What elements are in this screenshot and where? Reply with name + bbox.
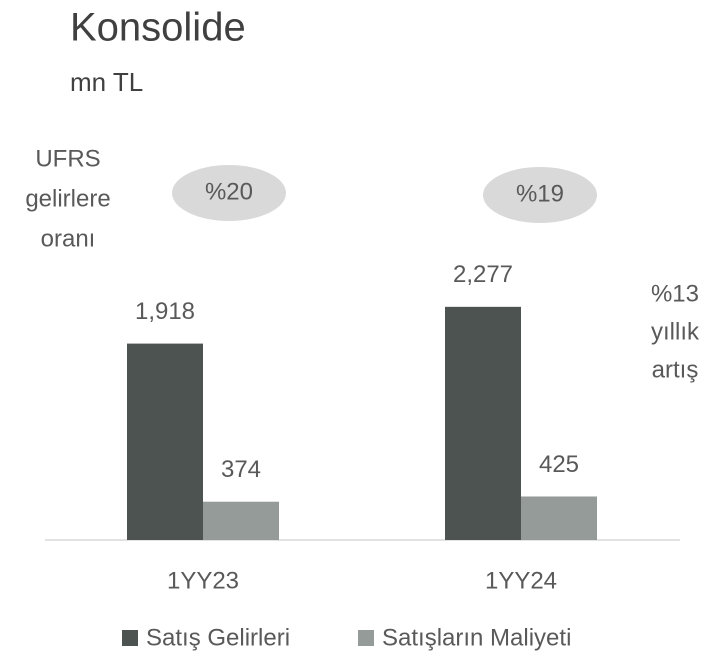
chart-subtitle: mn TL xyxy=(70,67,143,97)
x-tick-label: 1YY24 xyxy=(485,567,557,594)
ratio-bubble xyxy=(172,165,286,221)
ratio-label: oranı xyxy=(41,225,96,252)
legend-swatch xyxy=(358,630,374,646)
bar xyxy=(127,343,203,540)
bar xyxy=(445,306,521,540)
growth-label: artış xyxy=(652,356,699,383)
value-label: 374 xyxy=(221,456,261,483)
ratio-value: %20 xyxy=(205,178,253,205)
growth-label: yıllık xyxy=(651,318,700,345)
ratio-bubble xyxy=(483,167,597,223)
x-tick-label: 1YY23 xyxy=(167,567,239,594)
bar xyxy=(203,501,279,540)
ratio-value: %19 xyxy=(516,180,564,207)
legend-label: Satışların Maliyeti xyxy=(382,624,571,651)
ratio-label: UFRS xyxy=(35,145,100,172)
legend-label: Satış Gelirleri xyxy=(146,624,290,651)
value-label: 425 xyxy=(539,451,579,478)
value-label: 1,918 xyxy=(135,298,195,325)
chart-title: Konsolide xyxy=(70,6,246,50)
value-label: 2,277 xyxy=(453,261,513,288)
bar xyxy=(521,496,597,540)
legend-swatch xyxy=(122,630,138,646)
ratio-label: gelirlere xyxy=(25,185,110,212)
growth-label: %13 xyxy=(651,280,699,307)
